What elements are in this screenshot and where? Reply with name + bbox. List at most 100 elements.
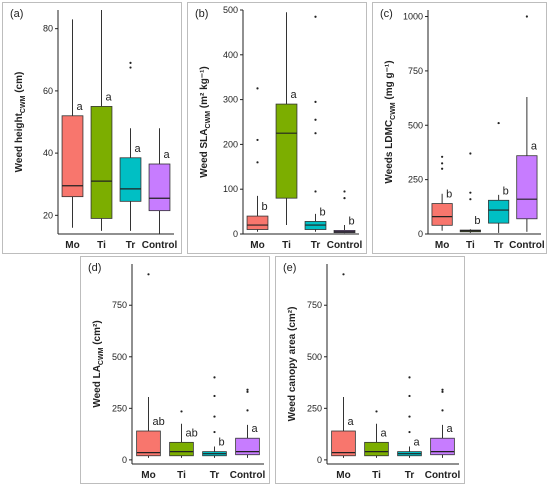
panel-c-ytick-label: 500 xyxy=(408,120,423,130)
outlier-point xyxy=(469,152,472,155)
box-body xyxy=(235,437,260,456)
significance-letter: b xyxy=(262,201,268,213)
panel-a-y-title-main: Weed height xyxy=(14,112,25,172)
outlier-point xyxy=(314,190,317,193)
panel-e-ytick-label: 750 xyxy=(307,300,322,310)
panel-b-box-mo: b xyxy=(246,87,269,232)
significance-letter: b xyxy=(503,185,509,197)
panel-a-ytick-label: 20 xyxy=(43,210,53,220)
panel-c-box-control: a xyxy=(516,15,538,232)
significance-letter: a xyxy=(135,143,142,155)
outlier-point xyxy=(441,162,444,165)
significance-letter: ab xyxy=(153,416,165,428)
panel-e-xtick-label: Tr xyxy=(405,470,415,481)
outlier-point xyxy=(213,376,216,379)
panel-d-box-mo: ab xyxy=(136,273,165,458)
outlier-point xyxy=(343,190,346,193)
panel-d-xtick-label: Ti xyxy=(177,470,186,481)
panel-b-y-title-main: Weed SLA xyxy=(199,128,210,177)
panel-a-box-ti: a xyxy=(90,10,113,231)
panel-b-xtick-label: Mo xyxy=(250,240,264,251)
outlier-point xyxy=(213,430,216,434)
panel-e-ytick-label: 0 xyxy=(317,455,322,465)
panel-a-ytick-label: 80 xyxy=(43,24,53,34)
panel-c-y-title-main: Weeds LDMC xyxy=(384,120,395,184)
significance-letter: a xyxy=(531,141,538,153)
box-body xyxy=(331,430,356,457)
panel-d-y-title: Weed LACWM (cm²) xyxy=(92,320,105,407)
panel-d-box-tr: b xyxy=(202,376,227,458)
outlier-point xyxy=(129,61,132,64)
significance-letter: a xyxy=(414,437,421,449)
panel-b-box-tr: b xyxy=(304,15,327,232)
box-body xyxy=(246,215,269,230)
panel-e-y-title: Weed canopy area (cm²) xyxy=(287,307,298,422)
panel-e-xtick-label: Ti xyxy=(372,470,381,481)
box-body xyxy=(119,157,142,202)
panel-d-y-title-sub: CWM xyxy=(98,347,105,365)
outlier-point xyxy=(314,132,317,135)
panel-b: 0 100 200 300 400 500 Mo Ti Tr Control (b) Weed SLA… xyxy=(187,2,367,254)
panel-c-xtick-label: Tr xyxy=(494,240,504,251)
box-body xyxy=(275,103,298,199)
panel-a-xtick-label: Mo xyxy=(65,240,79,251)
outlier-point xyxy=(469,191,472,194)
panel-d-xtick-label: Mo xyxy=(141,470,155,481)
box-body xyxy=(90,106,113,219)
panel-c-xtick-label: Control xyxy=(509,240,545,251)
box-body xyxy=(431,203,453,226)
significance-letter: a xyxy=(447,423,454,435)
panel-b-ytick-label: 400 xyxy=(223,50,238,60)
outlier-point xyxy=(256,138,259,142)
significance-letter: b xyxy=(219,437,225,449)
panel-a-y-title-unit: (cm) xyxy=(14,72,25,96)
panel-e-box-tr: a xyxy=(397,376,422,458)
panel-a-xtick-label: Tr xyxy=(126,240,136,251)
outlier-point xyxy=(129,66,132,69)
panel-c-ytick-label: 0 xyxy=(418,229,423,239)
panel-d-ytick-label: 500 xyxy=(112,352,127,362)
significance-letter: b xyxy=(320,206,326,218)
outlier-point xyxy=(441,409,444,412)
panel-b-label: (b) xyxy=(195,8,208,20)
significance-letter: a xyxy=(348,416,355,428)
box-body xyxy=(148,163,171,212)
significance-letter: a xyxy=(381,427,388,439)
panel-c-y-title: Weeds LDMCCWM (mg g⁻¹) xyxy=(384,60,397,183)
panel-c-box-mo: b xyxy=(431,155,453,231)
outlier-point xyxy=(246,390,249,393)
significance-letter: b xyxy=(349,215,355,227)
significance-letter: a xyxy=(164,149,171,161)
panel-a: 20 40 60 80 Mo Ti Tr Control (a) Weed heightCWM (… xyxy=(2,2,182,254)
outlier-point xyxy=(441,390,444,393)
panel-c-y-title-unit: (mg g⁻¹) xyxy=(384,60,395,102)
panel-b-y-title-unit: (m² kg⁻¹) xyxy=(199,66,210,111)
panel-b-xtick-label: Control xyxy=(327,240,363,251)
panel-a-xtick-label: Control xyxy=(142,240,178,251)
panel-d-ytick-label: 750 xyxy=(112,300,127,310)
significance-letter: ab xyxy=(186,427,198,439)
significance-letter: a xyxy=(106,91,113,103)
panel-e-box-control: a xyxy=(430,388,455,458)
outlier-point xyxy=(246,409,249,412)
panel-b-xtick-label: Ti xyxy=(282,240,291,251)
panel-a-ytick-label: 40 xyxy=(43,148,53,158)
box-body xyxy=(61,115,84,198)
panel-a-xtick-label: Ti xyxy=(97,240,106,251)
outlier-point xyxy=(314,118,317,121)
outlier-point xyxy=(408,394,411,398)
outlier-point xyxy=(441,155,444,158)
outlier-point xyxy=(246,388,249,391)
significance-letter: b xyxy=(474,215,480,227)
panel-b-y-title-sub: CWM xyxy=(205,111,212,129)
panel-b-ytick-label: 0 xyxy=(233,229,238,239)
outlier-point xyxy=(525,15,528,18)
panel-d-xtick-label: Tr xyxy=(210,470,220,481)
panel-d-box-control: a xyxy=(235,388,260,458)
outlier-point xyxy=(256,87,259,90)
panel-c-ytick-label: 250 xyxy=(408,175,423,185)
panel-d-box-ti: ab xyxy=(169,410,198,458)
panel-c-box-tr: b xyxy=(488,121,510,233)
significance-letter: a xyxy=(77,101,84,113)
